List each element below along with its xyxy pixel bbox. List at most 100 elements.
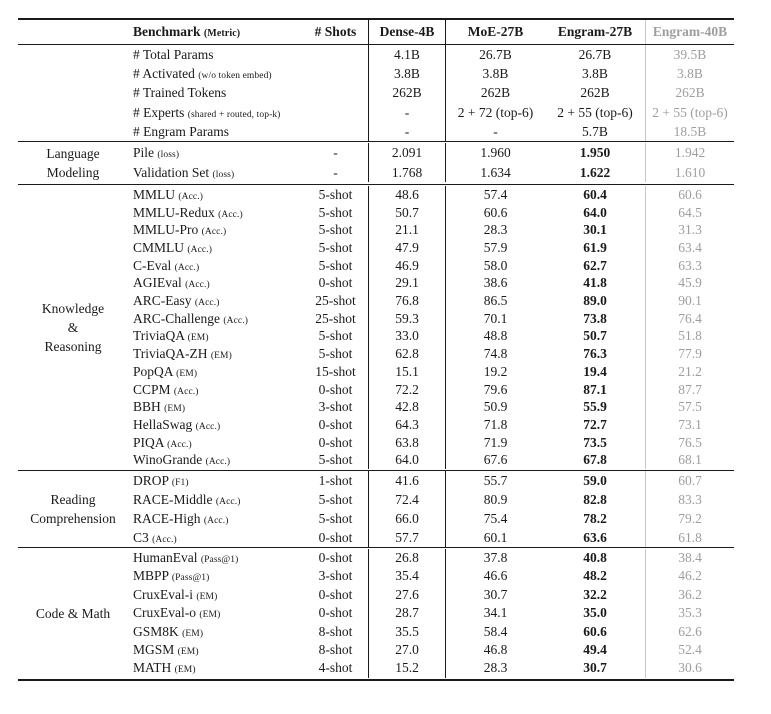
shots-cell: - bbox=[333, 164, 338, 180]
benchmark-name-cell: ARC-Easy (Acc.) bbox=[128, 292, 303, 310]
moe-value: 37.8 bbox=[445, 548, 545, 568]
dense-value: 76.8 bbox=[368, 292, 445, 310]
table-section: Code & Math HumanEval (Pass@1) 0-shot 26… bbox=[18, 546, 734, 679]
engram40-value: 18.5B bbox=[645, 121, 734, 141]
benchmark-metric: (Acc.) bbox=[215, 496, 241, 507]
shots-cell: 25-shot bbox=[315, 293, 356, 309]
benchmark-name: PopQA bbox=[133, 363, 173, 379]
benchmark-name-cell: RACE-High (Acc.) bbox=[128, 509, 303, 528]
dense-value: 50.7 bbox=[368, 203, 445, 222]
shots-cell: 0-shot bbox=[318, 434, 353, 450]
engram27-value: 32.2 bbox=[583, 586, 607, 602]
shots-cell: 5-shot bbox=[318, 328, 353, 344]
moe-value: 71.9 bbox=[445, 433, 545, 452]
shots-cell: 5-shot bbox=[318, 186, 353, 202]
dense-value: 47.9 bbox=[368, 239, 445, 257]
engram40-value: 35.3 bbox=[645, 604, 734, 623]
moe-value: 74.8 bbox=[445, 345, 545, 363]
dense-value: - bbox=[368, 121, 445, 141]
table-section: Language Modeling Pile (loss) - 2.091 1.9… bbox=[18, 140, 734, 184]
engram40-value: 62.6 bbox=[645, 622, 734, 641]
column-header-engram-40b: Engram-40B bbox=[645, 20, 734, 44]
benchmark-name-cell: BBH (EM) bbox=[128, 398, 303, 416]
benchmark-name-cell: MGSM (EM) bbox=[128, 641, 303, 659]
engram27-value: 41.8 bbox=[583, 275, 607, 291]
shots-cell bbox=[303, 103, 368, 122]
shots-cell: 4-shot bbox=[318, 660, 353, 676]
benchmark-name-cell: # Trained Tokens bbox=[128, 83, 303, 102]
shots-cell: 15-shot bbox=[315, 363, 356, 379]
dense-value: 62.8 bbox=[368, 345, 445, 363]
engram40-value: 39.5B bbox=[645, 45, 734, 65]
benchmark-name-cell: C-Eval (Acc.) bbox=[128, 257, 303, 275]
moe-value: - bbox=[445, 121, 545, 141]
group-label: Reading Comprehension bbox=[18, 471, 128, 547]
shots-cell: 5-shot bbox=[318, 510, 353, 526]
dense-value: 28.7 bbox=[368, 604, 445, 623]
shots-cell: 0-shot bbox=[318, 275, 353, 291]
engram40-value: 3.8B bbox=[645, 64, 734, 84]
moe-value: 57.4 bbox=[445, 185, 545, 204]
benchmark-name-cell: CCPM (Acc.) bbox=[128, 381, 303, 399]
benchmark-metric: (Acc.) bbox=[203, 515, 229, 526]
shots-cell: 5-shot bbox=[318, 222, 353, 238]
shots-cell: 5-shot bbox=[318, 204, 353, 220]
benchmark-name: # Total Params bbox=[133, 47, 214, 62]
shots-cell: 5-shot bbox=[318, 491, 353, 507]
engram27-value: 30.1 bbox=[583, 222, 607, 238]
shots-cell bbox=[303, 64, 368, 83]
moe-value: 50.9 bbox=[445, 398, 545, 416]
engram40-value: 64.5 bbox=[645, 203, 734, 222]
moe-value: 30.7 bbox=[445, 585, 545, 605]
dense-value: 64.0 bbox=[368, 451, 445, 469]
benchmark-metric: (EM) bbox=[177, 646, 199, 657]
benchmark-name: DROP bbox=[133, 472, 169, 488]
engram40-value: 30.6 bbox=[645, 659, 734, 678]
dense-value: 26.8 bbox=[368, 548, 445, 568]
engram40-value: 1.942 bbox=[645, 143, 734, 163]
moe-value: 71.8 bbox=[445, 415, 545, 434]
engram40-value: 1.610 bbox=[645, 162, 734, 183]
benchmark-metric: (Acc.) bbox=[195, 421, 221, 432]
moe-value: 80.9 bbox=[445, 489, 545, 509]
benchmark-name-cell: HellaSwag (Acc.) bbox=[128, 416, 303, 434]
engram40-value: 77.9 bbox=[645, 345, 734, 363]
engram27-value: 40.8 bbox=[583, 549, 607, 565]
table-header-row: Benchmark (Metric) # Shots Dense-4B MoE-… bbox=[18, 20, 734, 44]
moe-value: 1.960 bbox=[445, 143, 545, 163]
benchmark-metric: (Acc.) bbox=[201, 227, 227, 238]
shots-cell: 5-shot bbox=[318, 240, 353, 255]
benchmark-name: HellaSwag bbox=[133, 416, 193, 432]
moe-value: 46.8 bbox=[445, 640, 545, 660]
engram40-value: 36.2 bbox=[645, 585, 734, 605]
benchmark-name: TriviaQA bbox=[133, 328, 185, 344]
dense-value: 63.8 bbox=[368, 433, 445, 452]
dense-value: 57.7 bbox=[368, 527, 445, 547]
benchmark-name-cell: TriviaQA-ZH (EM) bbox=[128, 345, 303, 363]
benchmark-metric: (EM) bbox=[210, 351, 232, 362]
benchmark-metric: (EM) bbox=[182, 628, 204, 639]
engram40-value: 38.4 bbox=[645, 548, 734, 568]
benchmark-name-cell: MATH (EM) bbox=[128, 659, 303, 677]
moe-value: 60.1 bbox=[445, 527, 545, 547]
benchmark-name: # Activated bbox=[133, 66, 195, 82]
engram27-value: 2 + 55 (top-6) bbox=[557, 104, 633, 120]
engram40-value: 51.8 bbox=[645, 327, 734, 346]
engram27-value: 89.0 bbox=[583, 293, 607, 309]
moe-value: 58.4 bbox=[445, 622, 545, 641]
benchmark-name: # Engram Params bbox=[133, 123, 229, 139]
engram40-value: 76.5 bbox=[645, 433, 734, 452]
moe-value: 46.6 bbox=[445, 567, 545, 586]
benchmark-name-cell: # Experts (shared + routed, top-k) bbox=[128, 103, 303, 122]
engram27-value: 64.0 bbox=[583, 204, 607, 220]
dense-value: 1.768 bbox=[368, 162, 445, 183]
engram27-value: 19.4 bbox=[583, 363, 607, 379]
dense-value: 27.0 bbox=[368, 640, 445, 660]
moe-value: 28.3 bbox=[445, 221, 545, 239]
benchmark-name: MMLU-Pro bbox=[133, 222, 199, 238]
dense-value: 48.6 bbox=[368, 185, 445, 204]
engram40-value: 63.3 bbox=[645, 256, 734, 275]
benchmark-name: RACE-Middle bbox=[133, 491, 213, 507]
benchmark-name: Validation Set bbox=[133, 164, 210, 180]
dense-value: 15.2 bbox=[368, 659, 445, 678]
